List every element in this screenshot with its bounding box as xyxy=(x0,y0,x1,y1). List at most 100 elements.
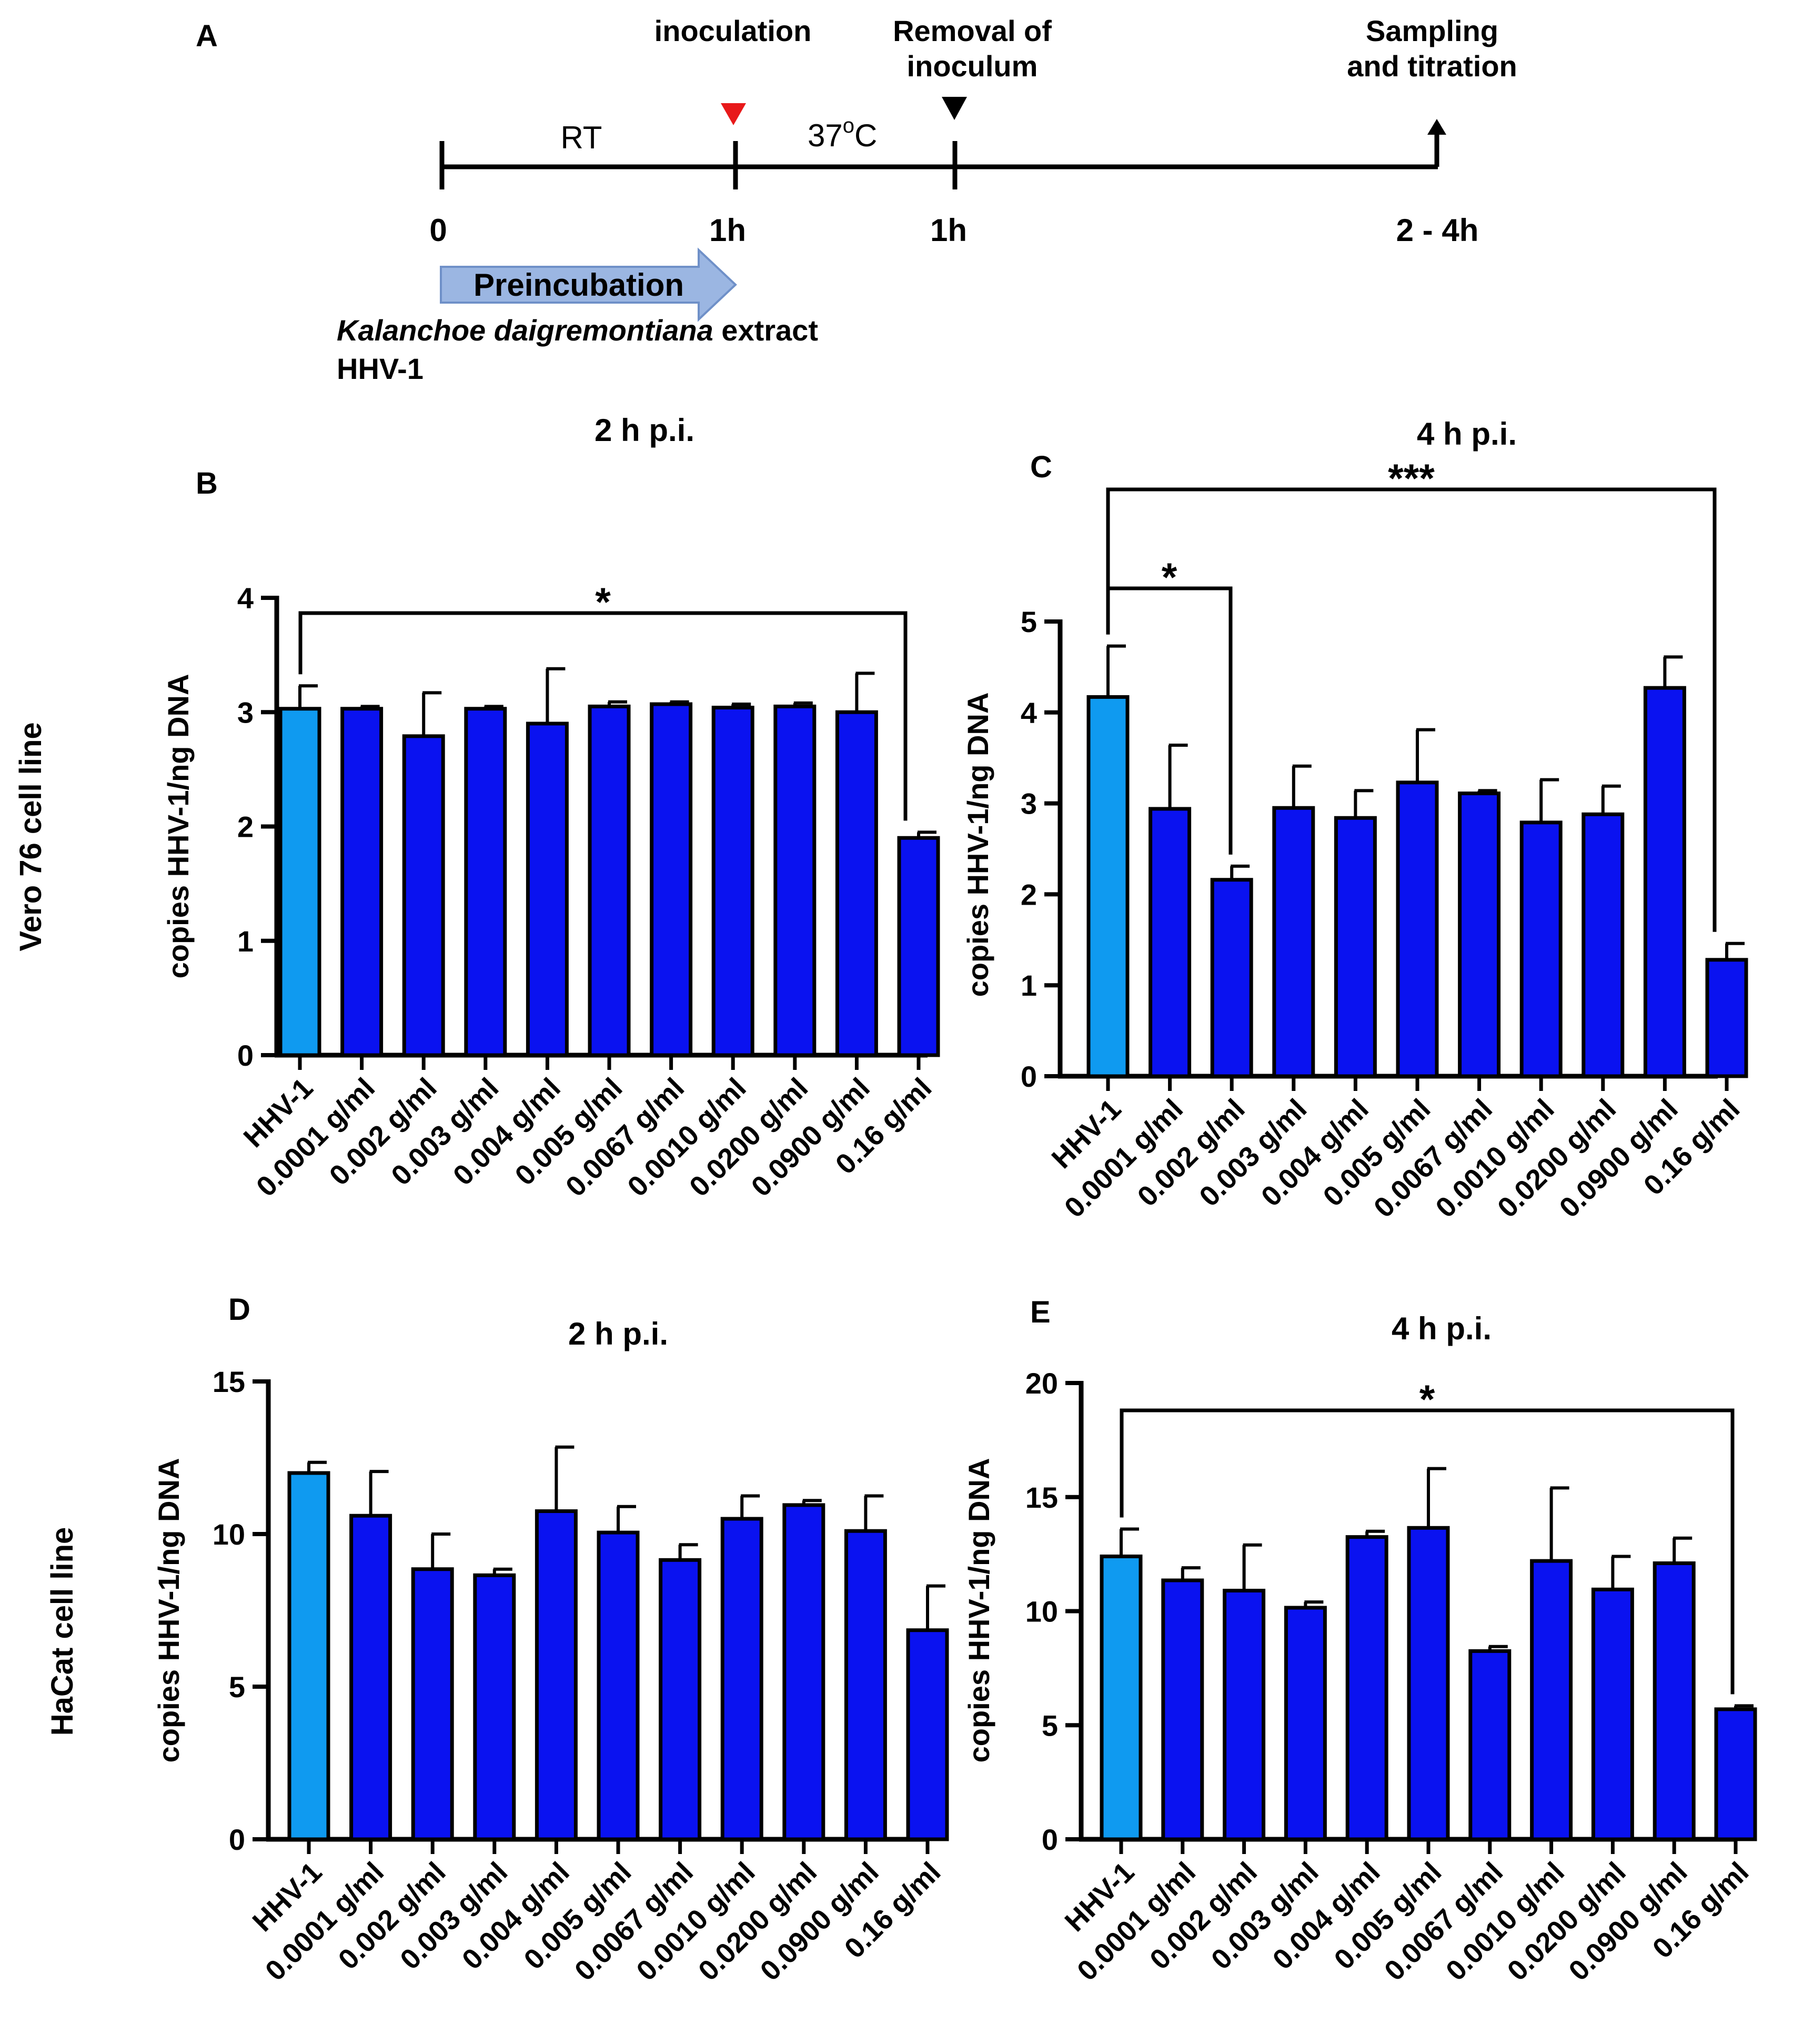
bar xyxy=(711,706,754,1057)
bar xyxy=(1468,1649,1512,1841)
y-tick-label: 1 xyxy=(1021,969,1037,1002)
bar xyxy=(1334,816,1377,1078)
bar xyxy=(597,1530,640,1841)
extract-species-name: Kalanchoe daigremontiana xyxy=(337,314,713,347)
timeline-tick-label-3: 2 - 4h xyxy=(1396,213,1479,248)
preincubation-label: Preincubation xyxy=(474,267,684,303)
y-axis-label: copies HHV-1/ng DNA xyxy=(961,693,994,997)
significance-bracket xyxy=(1120,1408,1735,1695)
bar xyxy=(897,836,940,1057)
significance-label: * xyxy=(595,580,611,625)
bar xyxy=(1161,1578,1204,1841)
bar xyxy=(349,1514,392,1841)
y-tick-label: 4 xyxy=(1021,696,1037,729)
bar xyxy=(1643,686,1686,1078)
panel-letter: C xyxy=(1030,450,1052,484)
y-tick-label: 15 xyxy=(213,1365,245,1398)
significance-bracket xyxy=(1106,487,1717,932)
bar xyxy=(1705,958,1748,1078)
bar xyxy=(773,704,817,1057)
timeline-end-arrow xyxy=(1427,119,1446,135)
bar xyxy=(1086,695,1130,1078)
bar xyxy=(1100,1554,1143,1841)
bar xyxy=(340,707,384,1057)
sampling-label-line2: and titration xyxy=(1347,49,1517,83)
y-tick-label: 0 xyxy=(229,1823,245,1856)
bar xyxy=(1272,806,1315,1078)
rt-label: RT xyxy=(561,120,602,155)
bar xyxy=(835,710,878,1057)
bar xyxy=(1653,1561,1696,1841)
chart-title: 4 h p.i. xyxy=(1417,416,1517,452)
significance-label: * xyxy=(1162,555,1177,600)
temperature-label: 37oC xyxy=(808,114,877,153)
bar xyxy=(464,707,507,1057)
sampling-label-line1: Sampling xyxy=(1366,14,1498,47)
chart-title: 2 h p.i. xyxy=(568,1316,668,1351)
inoculation-label: inoculation xyxy=(654,14,812,47)
bar xyxy=(535,1509,578,1841)
bar xyxy=(1530,1559,1573,1841)
bar xyxy=(287,1471,330,1841)
bar xyxy=(720,1517,763,1841)
row-label-hacat: HaCat cell line xyxy=(45,1527,79,1736)
virus-label: HHV-1 xyxy=(337,352,424,385)
extract-word: extract xyxy=(713,314,818,347)
y-tick-label: 0 xyxy=(1021,1060,1037,1093)
chart-panel-d: D2 h p.i.copies HHV-1/ng DNA051015HHV-10… xyxy=(152,1292,949,1987)
panel-letter: E xyxy=(1030,1295,1051,1329)
bar xyxy=(906,1628,949,1841)
panel-letter: B xyxy=(196,466,218,500)
significance-bracket xyxy=(1106,586,1233,855)
bar xyxy=(1582,812,1625,1078)
preincubation-arrow xyxy=(440,247,737,322)
chart-panel-c: C4 h p.i.copies HHV-1/ng DNA012345HHV-10… xyxy=(961,416,1748,1224)
row-label-vero: Vero 76 cell line xyxy=(14,722,48,951)
bar xyxy=(588,704,631,1057)
timeline-tick-label-2: 1h xyxy=(930,213,967,248)
y-tick-label: 5 xyxy=(229,1670,245,1704)
y-tick-label: 20 xyxy=(1025,1367,1058,1400)
y-tick-label: 3 xyxy=(237,696,254,729)
temperature-unit: C xyxy=(854,118,877,153)
extract-label: Kalanchoe daigremontiana extract xyxy=(337,314,818,347)
bar xyxy=(1345,1535,1388,1841)
y-tick-label: 3 xyxy=(1021,787,1037,820)
panel-letter-a: A xyxy=(196,19,218,53)
temperature-value: 37 xyxy=(808,118,843,153)
bar xyxy=(1210,878,1253,1078)
bar xyxy=(526,722,569,1057)
bar xyxy=(278,707,321,1057)
timeline-panel: A inoculation Removal of inoculum Sampli… xyxy=(196,14,1517,385)
timeline-tick-label-1: 1h xyxy=(709,213,746,248)
y-axis-label: copies HHV-1/ng DNA xyxy=(962,1458,995,1763)
bar xyxy=(659,1558,702,1841)
significance-label: *** xyxy=(1388,456,1435,501)
bar xyxy=(1407,1526,1450,1841)
significance-label: * xyxy=(1419,1377,1435,1422)
temperature-degree: o xyxy=(843,114,854,137)
significance-bracket xyxy=(298,611,908,821)
bar xyxy=(844,1529,887,1841)
y-tick-label: 5 xyxy=(1021,605,1037,638)
removal-label-line1: Removal of xyxy=(893,14,1052,47)
timeline-tick-label-0: 0 xyxy=(429,213,447,248)
y-tick-label: 1 xyxy=(237,925,254,958)
y-tick-label: 10 xyxy=(213,1518,245,1551)
y-tick-label: 5 xyxy=(1042,1709,1058,1742)
bar xyxy=(402,734,445,1057)
chart-title: 4 h p.i. xyxy=(1392,1311,1492,1346)
chart-title: 2 h p.i. xyxy=(595,413,694,448)
bar xyxy=(1149,807,1192,1078)
bar xyxy=(1284,1606,1327,1841)
bar xyxy=(1714,1707,1757,1841)
y-tick-label: 15 xyxy=(1025,1481,1058,1514)
bar xyxy=(411,1567,454,1841)
removal-marker xyxy=(942,97,967,120)
bar xyxy=(782,1503,825,1841)
chart-panel-b: B2 h p.i.copies HHV-1/ng DNA01234HHV-10.… xyxy=(162,413,940,1203)
panel-letter: D xyxy=(228,1292,250,1327)
bar xyxy=(1223,1588,1266,1841)
